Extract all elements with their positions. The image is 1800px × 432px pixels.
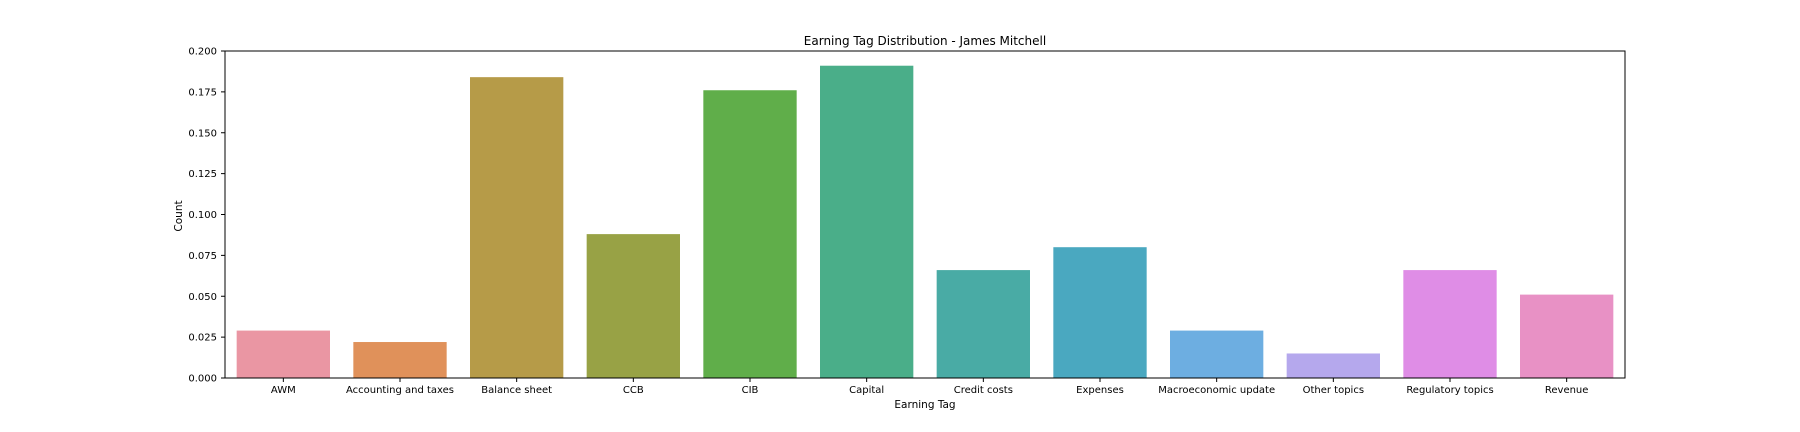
y-tick-label: 0.200: [188, 47, 217, 58]
x-tick-label: Revenue: [1545, 385, 1589, 396]
bar-capital: [820, 65, 914, 378]
y-axis-label: Count: [173, 200, 185, 231]
x-tick-label: Regulatory topics: [1406, 385, 1493, 396]
y-tick-label: 0.075: [188, 251, 217, 262]
y-tick-label: 0.125: [188, 169, 217, 180]
y-tick-label: 0.150: [188, 128, 217, 139]
bar-credit-costs: [936, 270, 1030, 378]
bar-expenses: [1053, 247, 1147, 378]
y-tick-label: 0.175: [188, 87, 217, 98]
bar-regulatory-topics: [1403, 270, 1497, 378]
y-tick-label: 0.100: [188, 210, 217, 221]
x-tick-label: Balance sheet: [481, 385, 552, 396]
y-tick-label: 0.025: [188, 333, 217, 344]
bar-macroeconomic-update: [1170, 330, 1264, 378]
bar-balance-sheet: [470, 77, 564, 378]
y-axis-ticks: 0.000 0.025 0.050 0.075 0.100 0.125 0.150 0.175…: [188, 47, 225, 385]
x-tick-label: AWM: [271, 385, 296, 396]
x-tick-label: Accounting and taxes: [346, 385, 454, 396]
bar-other-topics: [1286, 353, 1380, 378]
bars-group: [236, 65, 1614, 379]
bar-cib: [703, 90, 797, 379]
x-axis-ticks: AWM Accounting and taxes Balance sheet CCB C…: [271, 378, 1589, 396]
x-tick-label: Other topics: [1303, 385, 1364, 396]
bar-ccb: [586, 234, 680, 378]
x-axis-label: Earning Tag: [894, 399, 955, 411]
y-tick-label: 0.000: [188, 374, 217, 385]
x-tick-label: CCB: [623, 385, 644, 396]
bar-revenue: [1520, 294, 1614, 378]
y-tick-label: 0.050: [188, 292, 217, 303]
chart-title: Earning Tag Distribution - James Mitchel…: [804, 34, 1046, 48]
bar-accounting-and-taxes: [353, 342, 447, 378]
plot-frame: [224, 50, 1626, 379]
x-tick-label: Credit costs: [954, 385, 1013, 396]
x-tick-label: Expenses: [1076, 385, 1124, 396]
x-tick-label: Capital: [849, 385, 884, 396]
x-tick-label: CIB: [742, 385, 759, 396]
bar-awm: [236, 330, 330, 378]
x-tick-label: Macroeconomic update: [1158, 385, 1275, 396]
